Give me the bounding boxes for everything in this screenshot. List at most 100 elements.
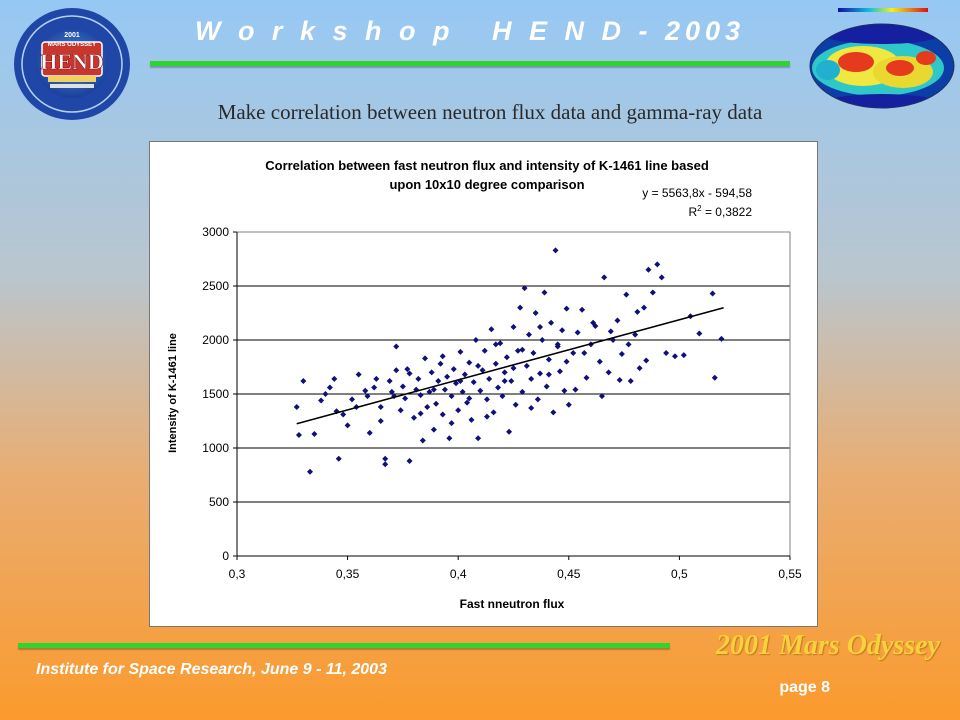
data-point bbox=[616, 376, 623, 383]
data-point bbox=[643, 357, 650, 364]
data-points bbox=[293, 247, 725, 475]
data-point bbox=[711, 374, 718, 381]
data-point bbox=[514, 347, 521, 354]
data-point bbox=[561, 387, 568, 394]
data-point bbox=[311, 430, 318, 437]
y-tick-label: 1500 bbox=[202, 387, 229, 401]
data-point bbox=[601, 274, 608, 281]
seal-mission: MARS ODYSSEY bbox=[48, 42, 96, 48]
slide-subtitle: Make correlation between neutron flux da… bbox=[217, 100, 763, 124]
y-tick-label: 0 bbox=[222, 549, 229, 563]
data-point bbox=[598, 393, 605, 400]
data-point bbox=[444, 373, 451, 380]
data-point bbox=[528, 375, 535, 382]
data-point bbox=[559, 327, 566, 334]
data-point bbox=[371, 384, 378, 391]
y-tick-labels: 0 500 1000 1500 2000 2500 3000 bbox=[202, 225, 229, 563]
data-point bbox=[490, 409, 497, 416]
data-point bbox=[349, 396, 356, 403]
r2-superscript: 2 bbox=[697, 204, 702, 213]
data-point bbox=[457, 348, 464, 355]
data-point bbox=[477, 387, 484, 394]
data-point bbox=[483, 413, 490, 420]
data-point bbox=[377, 403, 384, 410]
x-tick-label: 0,55 bbox=[778, 567, 802, 581]
data-point bbox=[663, 349, 670, 356]
data-point bbox=[397, 407, 404, 414]
y-axis-label: Intensity of K-1461 line bbox=[167, 333, 179, 453]
data-point bbox=[525, 331, 532, 338]
data-point bbox=[709, 290, 716, 297]
page-number: page 8 bbox=[779, 679, 830, 696]
data-point bbox=[590, 319, 597, 326]
data-point bbox=[581, 349, 588, 356]
data-point bbox=[499, 393, 506, 400]
data-point bbox=[433, 400, 440, 407]
data-point bbox=[618, 351, 625, 358]
data-point bbox=[452, 380, 459, 387]
data-point bbox=[503, 354, 510, 361]
data-point bbox=[335, 455, 342, 462]
data-point bbox=[355, 371, 362, 378]
data-point bbox=[632, 331, 639, 338]
chart-frame: Correlation between fast neutron flux an… bbox=[149, 141, 818, 627]
data-point bbox=[596, 358, 603, 365]
x-tick-label: 0,4 bbox=[450, 567, 467, 581]
title-divider bbox=[150, 61, 790, 66]
data-point bbox=[295, 432, 302, 439]
trendline-r2: R2 = 0,3822 bbox=[688, 204, 752, 219]
data-point bbox=[393, 367, 400, 374]
data-point bbox=[388, 388, 395, 395]
axes bbox=[233, 231, 791, 560]
data-point bbox=[468, 416, 475, 423]
data-point bbox=[565, 401, 572, 408]
data-point bbox=[541, 289, 548, 296]
data-point bbox=[570, 349, 577, 356]
data-point bbox=[563, 358, 570, 365]
data-point bbox=[501, 369, 508, 376]
data-point bbox=[382, 461, 389, 468]
data-point bbox=[583, 374, 590, 381]
data-point bbox=[331, 375, 338, 382]
r2-label: R bbox=[688, 205, 697, 219]
data-point bbox=[539, 337, 546, 343]
r2-value: = 0,3822 bbox=[702, 205, 753, 219]
data-point bbox=[322, 391, 329, 397]
data-point bbox=[466, 359, 473, 366]
data-point bbox=[402, 395, 409, 402]
trendline bbox=[296, 307, 724, 425]
data-point bbox=[464, 399, 471, 406]
data-point bbox=[537, 370, 544, 377]
data-point bbox=[410, 414, 417, 421]
data-point bbox=[479, 367, 486, 374]
data-point bbox=[554, 341, 561, 348]
data-point bbox=[537, 324, 544, 331]
data-point bbox=[470, 379, 477, 386]
data-point bbox=[419, 437, 426, 444]
data-point bbox=[439, 411, 446, 418]
data-point bbox=[545, 356, 552, 363]
data-point bbox=[457, 378, 464, 385]
data-point bbox=[404, 366, 411, 373]
data-point bbox=[517, 304, 524, 311]
x-tick-label: 0,35 bbox=[336, 567, 360, 581]
data-point bbox=[399, 383, 406, 390]
chart-title-line2: upon 10x10 degree comparison bbox=[389, 177, 584, 192]
data-point bbox=[306, 468, 313, 475]
x-tick-label: 0,3 bbox=[229, 567, 246, 581]
data-point bbox=[424, 403, 431, 410]
data-point bbox=[382, 455, 389, 462]
trendline-equation: y = 5563,8x - 594,58 bbox=[642, 186, 752, 200]
y-tick-label: 3000 bbox=[202, 225, 229, 239]
data-point bbox=[510, 324, 517, 331]
data-point bbox=[636, 365, 643, 372]
data-point bbox=[654, 261, 661, 268]
data-point bbox=[510, 365, 517, 372]
data-point bbox=[492, 341, 499, 348]
data-point bbox=[446, 435, 453, 442]
data-point bbox=[318, 397, 325, 404]
data-point bbox=[563, 305, 570, 312]
data-point bbox=[556, 368, 563, 375]
data-point bbox=[634, 308, 641, 315]
data-point bbox=[495, 384, 502, 391]
